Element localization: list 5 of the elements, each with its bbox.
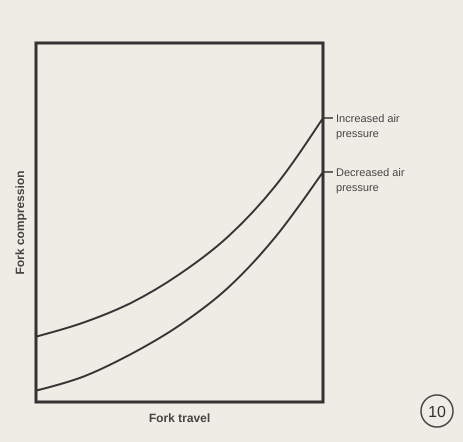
x-axis-title: Fork travel [148,411,210,425]
y-axis-title: Fork compression [13,170,27,275]
legend-label: Decreased air pressure [336,166,405,194]
text: 10 [428,404,446,421]
legend-label: Increased air pressure [336,113,400,140]
